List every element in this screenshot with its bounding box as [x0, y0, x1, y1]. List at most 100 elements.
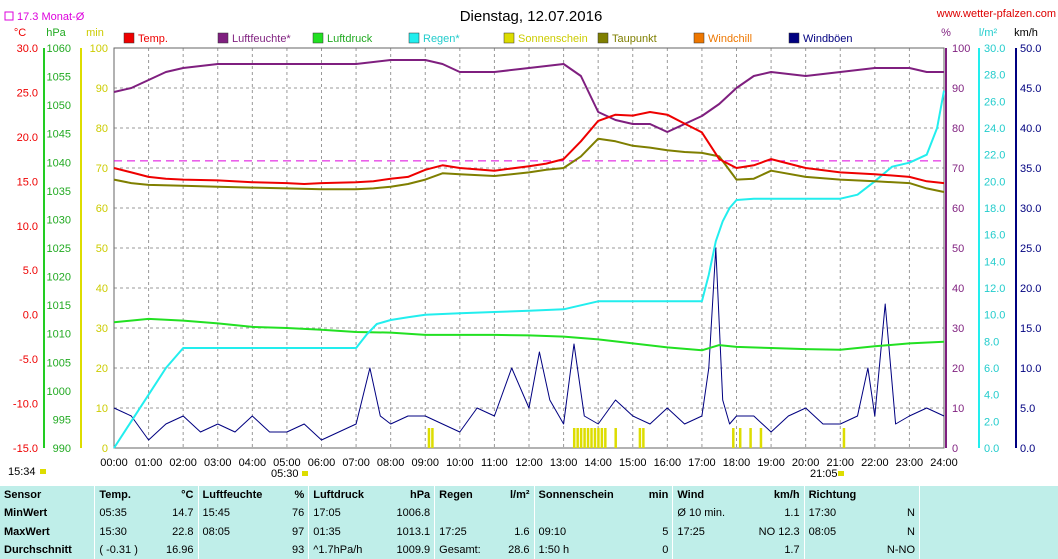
sunshine-tick-label: 60 [96, 203, 108, 215]
rain-axis-unit: l/m² [979, 27, 998, 39]
stats-avg-row: Durchschnitt ( -0.31 ) 16.96 93 ^1.7hPa/… [0, 540, 1058, 559]
temp-header: Temp. [94, 486, 154, 505]
legend-label: Sonnenschein [518, 33, 588, 45]
temp-tick-label: -5.0 [19, 354, 38, 366]
legend-label: Taupunkt [612, 33, 657, 45]
sensor-header: Sensor [4, 489, 42, 502]
sunshine-bar [579, 428, 583, 448]
x-tick-label: 12:00 [515, 457, 543, 469]
wind-min-value: 1.1 [784, 507, 800, 520]
temp-tick-label: -15.0 [13, 443, 38, 455]
sunshine-bar [572, 428, 576, 448]
legend-label: Windchill [708, 33, 752, 45]
series-temp [113, 111, 945, 185]
sunshine-min-value [638, 504, 673, 522]
pressure-tick-label: 1010 [47, 329, 71, 341]
sunshine-tick-label: 0 [102, 443, 108, 455]
x-tick-label: 14:00 [584, 457, 612, 469]
pressure-tick-label: 1015 [47, 300, 71, 312]
wind-max-value: NO 12.3 [758, 525, 800, 538]
humidity-max-time: 08:05 [197, 522, 283, 541]
x-tick-label: 20:00 [792, 457, 820, 469]
x-tick-label: 17:00 [688, 457, 716, 469]
temp-min-time: 05:35 [94, 504, 154, 523]
sunshine-bar [738, 428, 742, 448]
pressure-tick-label: 1045 [47, 129, 71, 141]
sunshine-bar [576, 428, 579, 448]
legend-swatch [597, 32, 609, 44]
legend-swatch [693, 32, 705, 44]
rain-min-time [434, 504, 497, 523]
temp-max-time: 15:30 [94, 522, 154, 541]
rain-tick-label: 18.0 [984, 203, 1005, 215]
current-time: 15:34 [8, 466, 36, 478]
humidity-tick-label: 80 [952, 123, 964, 135]
rain-total-value: 28.6 [508, 543, 530, 556]
plot-area [113, 59, 945, 449]
weather-chart: Dienstag, 12.07.2016 www.wetter-pfalzen.… [4, 8, 1056, 480]
wind-tick-label: 40.0 [1020, 123, 1041, 135]
pressure-tick-label: 990 [53, 443, 71, 455]
wind-tick-label: 30.0 [1020, 203, 1041, 215]
legend-swatch [788, 32, 800, 44]
temp-unit: °C [181, 489, 194, 502]
legend-swatch [503, 32, 515, 44]
wind-min-time: Ø 10 min. [672, 504, 743, 523]
humidity-tick-label: 0 [952, 443, 958, 455]
humidity-tick-label: 100 [952, 43, 970, 55]
sunshine-bar [749, 428, 752, 448]
rain-tick-label: 0.0 [984, 443, 999, 455]
direction-header: Richtung [803, 486, 874, 505]
rain-tick-label: 26.0 [984, 96, 1005, 108]
sunshine-header: Sonnenschein [533, 486, 638, 505]
humidity-tick-label: 40 [952, 283, 964, 295]
rain-tick-label: 28.0 [984, 70, 1005, 82]
sunshine-tick-label: 50 [96, 243, 108, 255]
wind-tick-label: 20.0 [1020, 283, 1041, 295]
humidity-tick-label: 90 [952, 83, 964, 95]
wind-header: Wind [672, 486, 743, 505]
humidity-axis-unit: % [941, 27, 951, 39]
rain-tick-label: 2.0 [984, 416, 999, 428]
sunrise-time: 05:30 [271, 468, 299, 480]
sunshine-bar [583, 428, 586, 448]
rain-tick-label: 6.0 [984, 363, 999, 375]
x-tick-label: 09:00 [411, 457, 439, 469]
wind-max-time: 17:25 [672, 522, 743, 541]
stats-spacer [919, 522, 1058, 541]
direction-max-time: 08:05 [803, 522, 874, 541]
rain-min-value [497, 504, 534, 522]
series-luftdruck [113, 317, 945, 352]
wind-tick-label: 35.0 [1020, 163, 1041, 175]
x-tick-label: 21:00 [826, 457, 854, 469]
x-tick-label: 04:00 [239, 457, 267, 469]
legend-label: Regen* [423, 33, 460, 45]
monthly-avg-label: 17.3 Monat-Ø [17, 11, 85, 23]
temp-tick-label: 0.0 [23, 310, 38, 322]
sunshine-tick-label: 10 [96, 403, 108, 415]
legend-label: Luftdruck [327, 33, 373, 45]
sunshine-bar [604, 428, 607, 448]
wind-unit: km/h [773, 489, 800, 502]
legend-swatch [312, 32, 324, 44]
sunshine-unit: min [648, 489, 669, 502]
humidity-tick-label: 30 [952, 323, 964, 335]
direction-min-value: N [907, 507, 915, 520]
direction-avg-note [803, 540, 874, 559]
x-tick-label: 19:00 [757, 457, 785, 469]
humidity-tick-label: 20 [952, 363, 964, 375]
temp-avg-trend: ( -0.31 ) [94, 540, 154, 559]
temp-tick-label: 5.0 [23, 265, 38, 277]
sunshine-bar [842, 428, 846, 448]
rain-tick-label: 22.0 [984, 150, 1005, 162]
humidity-min-value: 76 [291, 507, 305, 520]
x-tick-label: 10:00 [446, 457, 474, 469]
rain-tick-label: 10.0 [984, 310, 1005, 322]
temp-min-value: 14.7 [172, 507, 194, 520]
sunshine-avg-value: 0 [662, 543, 669, 556]
wind-avg-note [672, 540, 743, 559]
wind-tick-label: 10.0 [1020, 363, 1041, 375]
direction-unit [874, 486, 920, 504]
plot-frame [113, 47, 945, 449]
pressure-tick-label: 1030 [47, 214, 71, 226]
